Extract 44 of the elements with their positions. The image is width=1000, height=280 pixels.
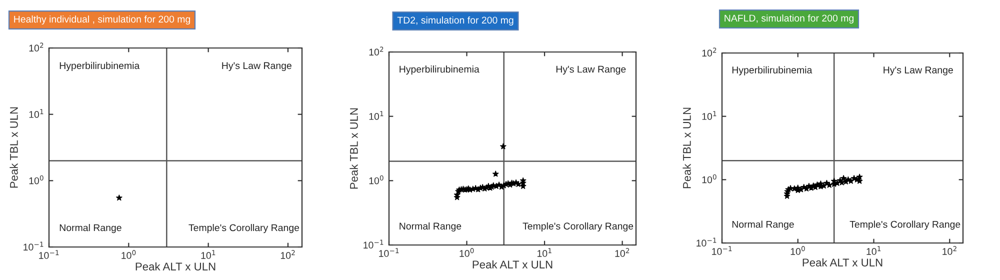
y-axis-title: Peak TBL x ULN <box>682 108 691 188</box>
x-tick-label: 10$^{1}$ <box>866 246 881 255</box>
x-tick-label: 10$^{−1}$ <box>712 246 732 255</box>
x-tick-label: 10$^{1}$ <box>201 250 216 259</box>
y-tick-label: 10$^{2}$ <box>369 46 384 56</box>
x-axis-title: Peak ALT x ULN <box>802 258 882 266</box>
annotation: Normal Range <box>60 224 122 234</box>
y-tick-label: 10$^{−1}$ <box>696 238 716 247</box>
y-tick-label: 10$^{0}$ <box>702 174 716 184</box>
x-tick-label: 10$^{2}$ <box>942 246 956 255</box>
y-tick-label: 10$^{2}$ <box>29 42 44 52</box>
annotation: Temple's Corollary Range <box>522 222 634 232</box>
y-tick-label: 10$^{−1}$ <box>364 240 384 249</box>
y-axis-title: Peak TBL x ULN <box>10 107 18 188</box>
chart-title: Healthy individual , simulation for 200 mg <box>14 15 190 25</box>
x-axis-title: Peak ALT x ULN <box>472 260 552 268</box>
annotation: Temple's Corollary Range <box>188 224 300 234</box>
chart-title: NAFLD, simulation for 200 mg <box>724 14 854 24</box>
y-tick-label: 10$^{1}$ <box>29 109 44 118</box>
y-tick-label: 10$^{2}$ <box>702 48 716 57</box>
y-tick-label: 10$^{0}$ <box>29 175 44 184</box>
x-tick-label: 10$^{−1}$ <box>39 250 59 259</box>
x-tick-label: 10$^{1}$ <box>538 248 552 257</box>
annotation: Hy's Law Range <box>556 66 626 75</box>
annotation: Temple's Corollary Range <box>850 220 960 230</box>
chart-title: TD2, simulation for 200 mg <box>397 16 514 26</box>
annotation: Hy's Law Range <box>884 66 953 76</box>
x-tick-label: 10$^{2}$ <box>280 250 295 259</box>
y-tick-label: 10$^{0}$ <box>369 175 384 184</box>
y-tick-label: 10$^{1}$ <box>702 111 716 120</box>
x-axis-title: Peak ALT x ULN <box>136 262 216 270</box>
x-tick-label: 10$^{0}$ <box>460 248 474 257</box>
y-axis-title: Peak TBL x ULN <box>350 108 358 189</box>
x-tick-label: 10$^{2}$ <box>615 248 630 257</box>
annotation: Normal Range <box>400 222 462 232</box>
y-tick-label: 10$^{1}$ <box>369 111 384 120</box>
annotation: Normal Range <box>732 220 794 230</box>
annotation: Hyperbilirubinemia <box>400 66 480 75</box>
x-tick-label: 10$^{0}$ <box>790 246 805 255</box>
annotation: Hyperbilirubinemia <box>60 62 140 71</box>
annotation: Hy's Law Range <box>222 62 292 71</box>
annotation: Hyperbilirubinemia <box>732 66 812 76</box>
x-tick-label: 10$^{−1}$ <box>379 248 399 257</box>
x-tick-label: 10$^{0}$ <box>122 250 136 259</box>
